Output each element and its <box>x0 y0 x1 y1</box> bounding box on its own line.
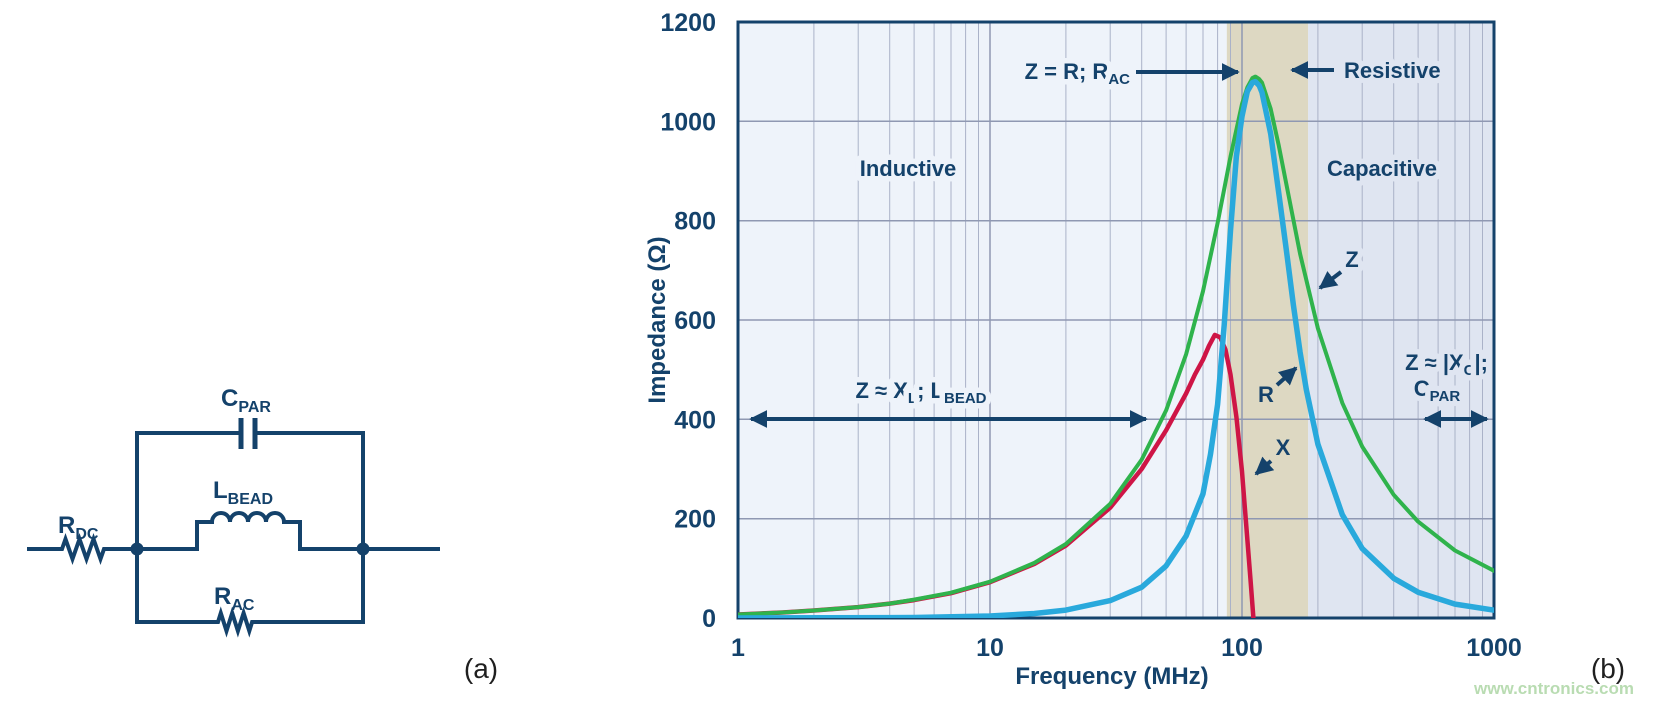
y-tick-label: 1200 <box>660 9 716 37</box>
x-axis-tick-labels: 1 10 100 1000 <box>731 634 1522 662</box>
circuit-node <box>130 542 144 556</box>
chart-gridlines <box>738 22 1494 618</box>
inductive-formula-annotation: Z ≈ XL; LBEAD <box>856 378 987 407</box>
x-curve-label: X <box>1276 435 1291 460</box>
y-tick-label: 800 <box>674 208 716 236</box>
lbead-label: LBEAD <box>213 477 273 508</box>
circuit-node <box>356 542 370 556</box>
x-tick-label: 10 <box>976 634 1004 662</box>
x-tick-label: 1 <box>731 634 745 662</box>
panel-a-label: (a) <box>464 653 498 684</box>
impedance-chart: 0 200 400 600 800 1000 1200 1 10 100 1000 Impedan… <box>644 9 1634 698</box>
plot-frame <box>736 20 1496 620</box>
peak-formula-annotation: Z = R; RAC <box>1025 59 1131 88</box>
panel-b-label: (b) <box>1591 653 1625 684</box>
resistive-region-label: Resistive <box>1344 58 1441 83</box>
chart-curves <box>738 74 1494 618</box>
x-axis-title: Frequency (MHz) <box>1015 663 1208 690</box>
rac-label: RAC <box>214 583 255 614</box>
y-tick-label: 200 <box>674 506 716 534</box>
y-tick-label: 400 <box>674 406 716 434</box>
z-curve-arrow <box>1318 270 1343 290</box>
cpar-label: CPAR <box>221 385 271 416</box>
x-tick-label: 100 <box>1221 634 1263 662</box>
y-axis-tick-labels: 0 200 400 600 800 1000 1200 <box>660 9 716 633</box>
curve-Z <box>738 74 1494 617</box>
y-tick-label: 600 <box>674 307 716 335</box>
y-axis-title: Impedance (Ω) <box>644 236 671 403</box>
curve-R <box>738 78 1494 618</box>
cpar-branch-wire <box>135 431 365 549</box>
rdc-resistor <box>27 532 137 566</box>
rac-resistor <box>135 549 365 638</box>
watermark: www.cntronics.com <box>1473 679 1634 698</box>
inductive-region-label: Inductive <box>860 156 957 181</box>
rdc-label: RDC <box>58 512 99 543</box>
capacitive-region-label: Capacitive <box>1327 156 1437 181</box>
y-tick-label: 0 <box>702 605 716 633</box>
x-curve-arrow <box>1254 456 1275 476</box>
lbead-inductor-icon <box>137 511 363 551</box>
r-curve-label: R <box>1258 382 1274 407</box>
z-curve-label: Z <box>1345 247 1358 272</box>
circuit-diagram: RDC CPAR LBEAD RAC (a) <box>27 385 498 684</box>
x-tick-label: 1000 <box>1466 634 1522 662</box>
r-curve-arrow <box>1275 366 1298 387</box>
capacitive-formula-annotation: Z ≈ |XC|; <box>1405 350 1488 379</box>
y-tick-label: 1000 <box>660 108 716 136</box>
